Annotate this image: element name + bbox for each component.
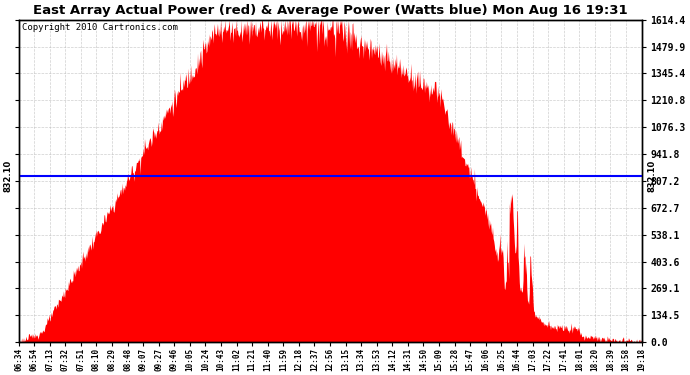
- Text: Copyright 2010 Cartronics.com: Copyright 2010 Cartronics.com: [21, 23, 177, 32]
- Text: 832.10: 832.10: [3, 160, 12, 192]
- Title: East Array Actual Power (red) & Average Power (Watts blue) Mon Aug 16 19:31: East Array Actual Power (red) & Average …: [32, 4, 627, 17]
- Text: 832.10: 832.10: [648, 160, 657, 192]
